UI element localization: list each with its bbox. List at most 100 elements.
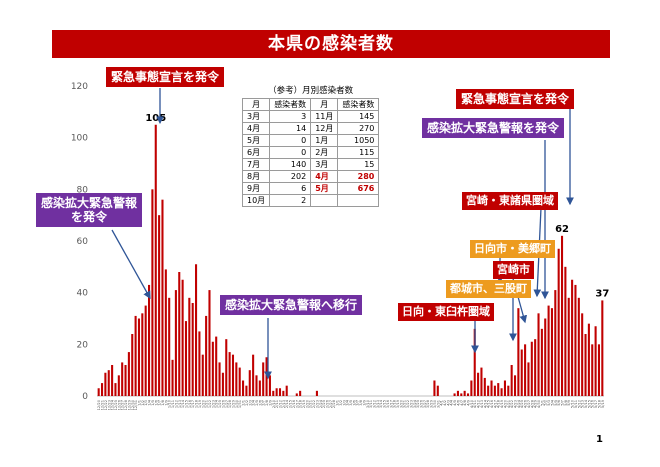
- bar: [577, 297, 580, 396]
- x-tick-label: 1/25: [218, 400, 222, 408]
- count-cell: 3: [269, 110, 312, 123]
- bar: [248, 370, 251, 396]
- x-tick-label: 3/12: [373, 400, 377, 408]
- bar: [473, 328, 476, 396]
- x-tick-label: 4/18: [497, 399, 501, 408]
- x-tick-label: 3/20: [399, 399, 403, 408]
- x-tick-label: 3/31: [436, 400, 440, 408]
- x-tick-label: 1/19: [198, 399, 202, 408]
- annotation-label: 感染拡大緊急警報へ移行: [220, 295, 363, 315]
- bar: [198, 331, 201, 396]
- bar: [547, 305, 550, 396]
- x-tick-label: 1/23: [211, 400, 215, 408]
- annotation-label: 緊急事態宣言を発令: [456, 89, 575, 109]
- annotation-label: 宮崎・東諸県圏域: [462, 192, 558, 210]
- x-tick-label: 1/5: [151, 400, 155, 406]
- x-tick-label: 4/20: [503, 399, 507, 408]
- count-cell: 202: [269, 170, 312, 183]
- x-tick-label: 1/6: [154, 399, 158, 405]
- x-tick-label: 4/5: [453, 400, 457, 406]
- bar: [100, 383, 104, 396]
- bar: [544, 318, 547, 396]
- x-tick-label: 1/1: [137, 400, 141, 406]
- x-tick-label: 12/28: [124, 399, 128, 410]
- x-tick-label: 5/8: [564, 399, 568, 405]
- x-tick-label: 1/11: [171, 400, 175, 408]
- x-tick-label: 3/19: [396, 399, 400, 408]
- bar: [242, 380, 245, 396]
- bar: [530, 341, 533, 396]
- x-tick-label: 1/27: [225, 400, 229, 408]
- table-row: 3月 3 11月 145: [241, 110, 380, 123]
- bar: [554, 290, 557, 396]
- bar: [587, 323, 590, 396]
- x-tick-label: 2/24: [319, 399, 323, 408]
- bar: [181, 279, 184, 396]
- x-tick-label: 1/12: [174, 400, 178, 408]
- bar: [497, 383, 500, 396]
- x-tick-label: 1/21: [205, 400, 209, 408]
- x-tick-label: 5/6: [557, 399, 561, 405]
- bar: [564, 266, 567, 396]
- month-cell: 1月: [310, 134, 339, 147]
- month-cell: 7月: [241, 158, 271, 171]
- x-tick-label: 4/26: [524, 399, 528, 408]
- x-tick-label: 4/17: [493, 400, 497, 408]
- bar: [134, 315, 137, 396]
- count-cell: 270: [337, 122, 380, 135]
- bar: [124, 365, 127, 396]
- annotation-label: 宮崎市: [493, 261, 534, 279]
- table-row: 8月 202 4月 280: [241, 170, 380, 183]
- y-tick-label: 80: [77, 185, 89, 195]
- month-cell: 2月: [310, 146, 339, 159]
- count-cell: 15: [337, 158, 380, 171]
- annotation-label: 日向・東臼杵圏域: [398, 303, 494, 321]
- y-tick-label: 40: [77, 289, 89, 299]
- bar: [470, 380, 473, 396]
- bar: [114, 383, 117, 396]
- table-row: 6月 0 2月 115: [241, 146, 380, 159]
- x-tick-label: 4/3: [446, 400, 450, 406]
- x-tick-label: 1/2: [141, 400, 145, 406]
- x-tick-label: 3/7: [356, 400, 360, 406]
- table-row: 5月 0 1月 1050: [241, 134, 380, 147]
- bar: [584, 334, 587, 396]
- x-tick-label: 5/1: [540, 400, 544, 406]
- bar: [221, 372, 224, 396]
- x-tick-label: 4/19: [500, 399, 504, 408]
- annotation-label: 日向市・美郷町: [470, 240, 555, 258]
- x-tick-label: 1/14: [181, 399, 185, 408]
- x-tick-label: 12/20: [97, 399, 101, 410]
- x-tick-label: 1/26: [221, 399, 225, 408]
- x-tick-label: 3/1: [336, 400, 340, 406]
- x-tick-label: 4/28: [530, 399, 534, 408]
- bar: [285, 385, 288, 396]
- x-tick-label: 1/22: [208, 400, 212, 408]
- x-tick-label: 2/5: [255, 400, 259, 406]
- x-tick-label: 3/24: [413, 399, 417, 408]
- x-tick-label: 2/27: [329, 400, 333, 408]
- x-tick-label: 1/8: [161, 399, 165, 405]
- bar: [466, 393, 470, 396]
- month-cell: 3月: [310, 158, 339, 171]
- x-tick-label: 5/18: [597, 399, 601, 408]
- x-tick-label: 3/5: [349, 400, 353, 406]
- table-row: 4月 14 12月 270: [241, 122, 380, 135]
- x-tick-label: 1/31: [238, 400, 242, 408]
- table-caption: （参考）月別感染者数: [268, 86, 354, 96]
- bar: [268, 375, 271, 396]
- bar: [275, 388, 278, 396]
- bar: [295, 393, 298, 396]
- bar: [574, 284, 577, 396]
- x-tick-label: 5/2: [544, 400, 548, 406]
- bar: [148, 284, 151, 396]
- bar: [211, 341, 214, 396]
- bar: [215, 336, 218, 396]
- x-tick-label: 4/9: [467, 399, 471, 405]
- x-tick-label: 3/21: [403, 400, 407, 408]
- x-tick-label: 2/8: [265, 399, 269, 405]
- bar: [507, 385, 510, 396]
- x-tick-label: 5/12: [577, 400, 581, 408]
- annotation-label: 都城市、三股町: [446, 280, 531, 298]
- data-label: 105: [145, 113, 166, 124]
